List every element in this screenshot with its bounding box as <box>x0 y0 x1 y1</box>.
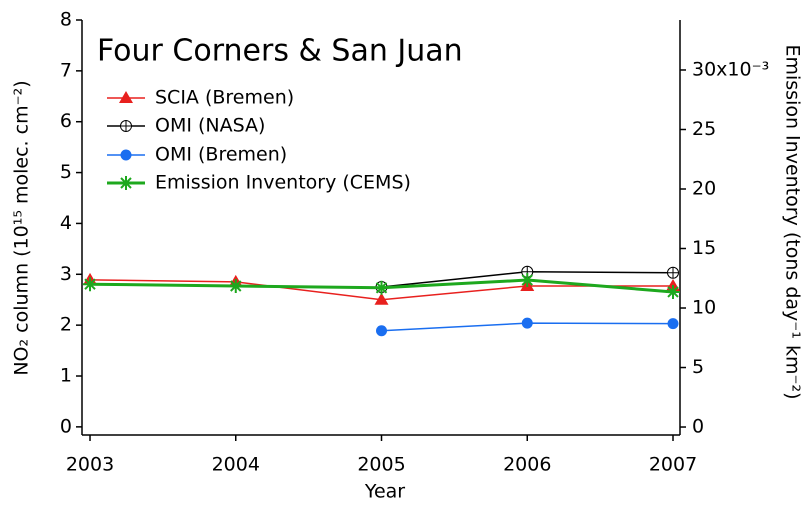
marker <box>228 278 243 293</box>
legend-label: OMI (Bremen) <box>155 144 287 166</box>
marker <box>120 120 132 132</box>
marker <box>666 284 681 299</box>
marker-shape <box>228 278 243 293</box>
marker <box>374 292 389 305</box>
legend-label: SCIA (Bremen) <box>155 87 294 109</box>
marker-shape <box>374 280 389 295</box>
marker <box>374 280 389 295</box>
marker-shape <box>520 273 535 288</box>
marker <box>667 318 679 330</box>
marker-shape <box>666 284 681 299</box>
x-tick-label: 2007 <box>649 454 697 476</box>
marker-shape <box>667 318 679 330</box>
marker-shape <box>119 176 133 190</box>
y2-tick-label: 5 <box>692 356 704 378</box>
marker-shape <box>376 325 388 337</box>
marker <box>119 176 133 190</box>
y2-tick-label: 0 <box>692 416 704 438</box>
y-tick-label: 2 <box>60 314 72 336</box>
y2-tick-label: 30x10⁻³ <box>692 58 769 80</box>
y2-tick-label: 15 <box>692 237 716 259</box>
marker <box>120 149 132 161</box>
x-tick-label: 2005 <box>357 454 405 476</box>
legend-label: OMI (NASA) <box>155 115 265 137</box>
marker-shape <box>521 317 533 329</box>
marker <box>667 266 680 279</box>
marker <box>521 317 533 329</box>
y-tick-label: 0 <box>60 415 72 437</box>
x-tick-label: 2004 <box>212 454 260 476</box>
x-tick-label: 2003 <box>66 454 114 476</box>
marker-shape <box>667 267 679 279</box>
y2-tick-label: 20 <box>692 177 716 199</box>
marker-shape <box>119 91 133 103</box>
y2-axis-label: Emission Inventory (tons day⁻¹ km⁻²) <box>782 44 804 399</box>
x-tick-label: 2006 <box>503 454 551 476</box>
y-tick-label: 1 <box>60 365 72 387</box>
y-tick-label: 8 <box>60 9 72 31</box>
marker <box>83 277 98 292</box>
y-tick-label: 7 <box>60 59 72 81</box>
legend-label: Emission Inventory (CEMS) <box>155 172 411 194</box>
y-tick-label: 6 <box>60 110 72 132</box>
y-tick-label: 5 <box>60 161 72 183</box>
y-axis-label: NO₂ column (10¹⁵ molec. cm⁻²) <box>11 80 33 375</box>
chart-title: Four Corners & San Juan <box>97 34 463 69</box>
marker <box>119 91 133 103</box>
marker <box>520 273 535 288</box>
y-tick-label: 3 <box>60 263 72 285</box>
marker <box>376 325 388 337</box>
marker-shape <box>120 120 132 132</box>
marker-shape <box>83 277 98 292</box>
x-axis-label: Year <box>364 481 405 503</box>
marker-shape <box>120 149 132 161</box>
y2-tick-label: 25 <box>692 118 716 140</box>
marker-shape <box>374 292 389 305</box>
y-tick-label: 4 <box>60 212 72 234</box>
y2-tick-label: 10 <box>692 297 716 319</box>
